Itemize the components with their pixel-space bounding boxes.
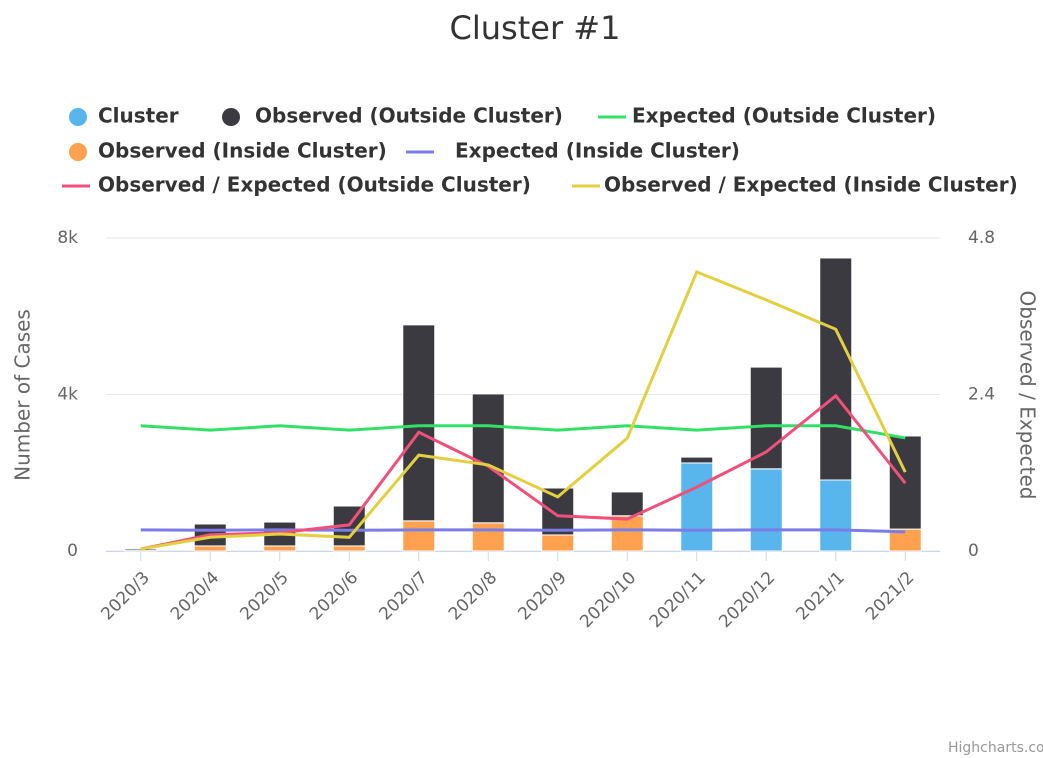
bar [819, 479, 853, 552]
line-series [140, 528, 906, 534]
y-tick-label: 4k [57, 385, 78, 405]
x-tick-label: 2020/4 [167, 568, 223, 624]
x-tick-label: 2020/7 [375, 568, 431, 624]
legend-symbol [69, 143, 87, 161]
bar [193, 545, 227, 552]
legend-symbol [222, 108, 240, 126]
x-tick-label: 2020/10 [576, 568, 640, 632]
line-series [140, 393, 907, 551]
x-tick-label: 2020/12 [715, 568, 779, 632]
line-series [140, 269, 907, 551]
legend-label: Observed (Outside Cluster) [255, 104, 563, 128]
bar [680, 462, 714, 552]
bar [610, 491, 644, 517]
bar [680, 456, 714, 464]
line-series [140, 424, 906, 440]
bar [541, 534, 575, 552]
legend-label: Observed / Expected (Inside Cluster) [604, 173, 1018, 197]
y-axis-title: Number of Cases [11, 309, 35, 481]
legend-label: Observed (Inside Cluster) [98, 139, 387, 163]
bar [819, 257, 853, 481]
y2-axis-title: Observed / Expected [1016, 291, 1040, 500]
y-tick-label: 8k [57, 228, 78, 248]
bar [124, 548, 158, 552]
x-tick-label: 2020/11 [646, 568, 710, 632]
credits: Highcharts.com [948, 740, 1043, 756]
x-tick-label: 2020/8 [445, 568, 501, 624]
bar [402, 520, 436, 552]
chart-title: Cluster #1 [450, 9, 621, 47]
x-tick-label: 2020/5 [236, 568, 292, 624]
bar [332, 545, 366, 552]
bar [471, 522, 505, 552]
legend-label: Cluster [98, 104, 179, 128]
x-tick-label: 2020/6 [306, 568, 362, 624]
bar [471, 393, 505, 524]
x-tick-label: 2020/9 [514, 568, 570, 624]
bar [749, 366, 783, 470]
y2-tick-label: 2.4 [968, 385, 995, 405]
y2-tick-label: 0 [968, 541, 979, 561]
bar [749, 468, 783, 552]
legend-label: Observed / Expected (Outside Cluster) [98, 173, 531, 197]
legend-symbol [69, 108, 87, 126]
x-tick-label: 2020/3 [97, 568, 153, 624]
bar [263, 545, 297, 552]
legend-label: Expected (Inside Cluster) [455, 139, 740, 163]
x-tick-label: 2021/1 [792, 568, 848, 624]
y2-tick-label: 4.8 [968, 228, 995, 248]
y-tick-label: 0 [67, 541, 78, 561]
bar [610, 515, 644, 552]
bar [402, 324, 436, 522]
legend-label: Expected (Outside Cluster) [632, 104, 936, 128]
x-tick-label: 2021/2 [862, 568, 918, 624]
